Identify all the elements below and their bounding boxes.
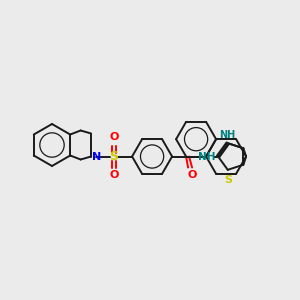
Text: S: S <box>224 175 232 185</box>
Text: O: O <box>110 170 119 181</box>
Text: S: S <box>110 150 118 163</box>
Text: O: O <box>188 170 197 181</box>
Text: NH: NH <box>198 152 216 161</box>
Text: NH: NH <box>219 130 235 140</box>
Text: N: N <box>92 152 101 161</box>
Text: O: O <box>110 133 119 142</box>
